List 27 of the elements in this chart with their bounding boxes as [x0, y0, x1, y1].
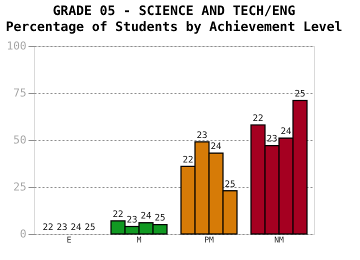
y-tick-label: 25 — [13, 180, 26, 194]
text: 25 — [294, 90, 306, 100]
text: 24 — [280, 127, 292, 138]
y-tick-label: 75 — [13, 86, 26, 100]
text: 23 — [266, 134, 278, 145]
chart-title: GRADE 05 - SCIENCE AND TECH/ENG — [52, 4, 296, 19]
text: 22 — [42, 223, 54, 233]
y-tick-label: 50 — [13, 134, 26, 146]
text: 24 — [210, 142, 222, 152]
chart-subtitle: Percentage of Students by Achievement Level — [6, 20, 342, 35]
series-label: 24 — [140, 212, 152, 222]
series-label: 23 — [126, 215, 138, 226]
x-tick-label: NM — [274, 236, 284, 244]
text: 25 — [84, 223, 96, 233]
x-tick-label: M — [136, 236, 142, 244]
text: 25 — [224, 180, 236, 190]
text: 22 — [182, 155, 194, 166]
x-tick-label: E — [66, 236, 72, 244]
series-label: 25 — [154, 214, 166, 224]
y-tick-label: 0 — [20, 228, 26, 240]
text: 23 — [196, 130, 208, 141]
series-label: 22 — [112, 210, 124, 220]
text: 24 — [70, 223, 82, 233]
x-tick-label: PM — [204, 236, 214, 244]
text: 23 — [56, 223, 68, 233]
y-tick-label: 100 — [6, 40, 26, 52]
text: 22 — [252, 114, 264, 124]
